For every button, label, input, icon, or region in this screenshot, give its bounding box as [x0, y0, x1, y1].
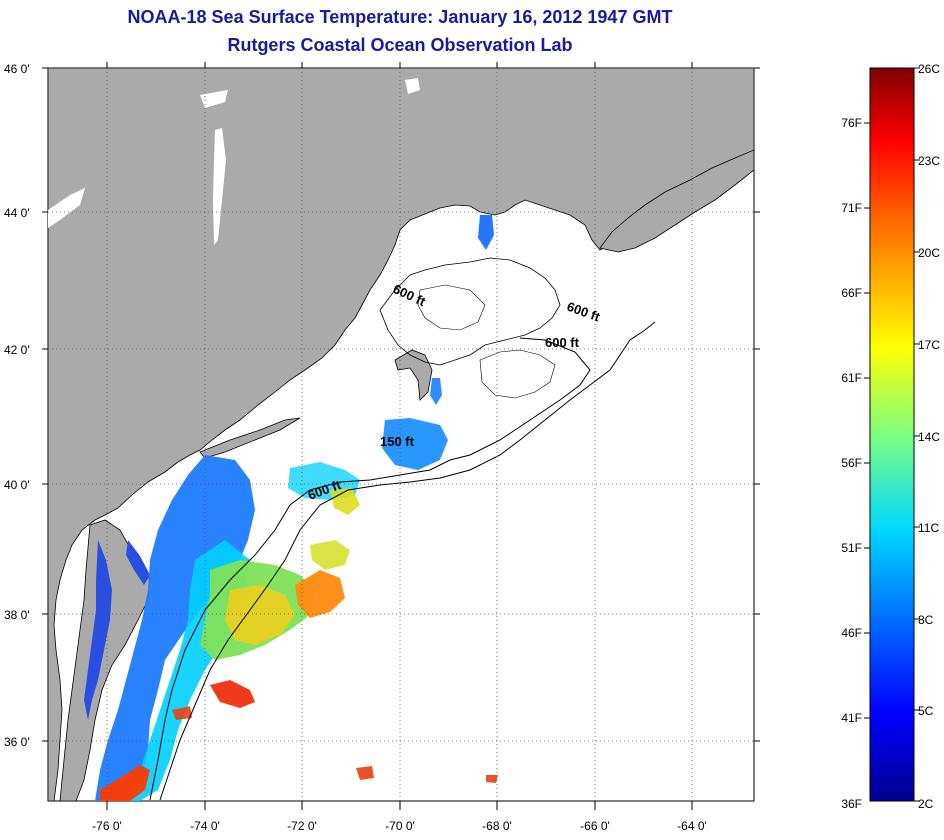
cb-f-76: 76F	[841, 116, 862, 130]
contour-georges	[479, 349, 556, 399]
sst-red-southern	[100, 765, 150, 801]
sst-gulfmaine-blue	[478, 215, 494, 250]
cb-f-61: 61F	[841, 371, 862, 385]
contour-150ft	[149, 337, 591, 801]
lat-label-46: 46 0'	[4, 62, 30, 76]
map-title: NOAA-18 Sea Surface Temperature: January…	[127, 7, 673, 27]
land-mainland	[48, 68, 754, 801]
lon-label-76: -76 0'	[92, 819, 122, 833]
lake-champlain	[213, 128, 226, 245]
cb-f-41: 41F	[841, 711, 862, 725]
land-nova-scotia	[599, 149, 754, 253]
lat-label-42: 42 0'	[4, 343, 30, 357]
contour-label-600-east: 600 ft	[545, 335, 580, 350]
delaware-bay	[126, 540, 150, 585]
sst-georges-blue	[382, 418, 448, 470]
chesapeake-bay	[84, 540, 112, 720]
cb-f-66: 66F	[841, 286, 862, 300]
sst-offshore-red	[356, 766, 374, 780]
lon-label-66: -66 0'	[580, 819, 610, 833]
cb-f-56: 56F	[841, 456, 862, 470]
cb-c-23: 23C	[918, 154, 940, 168]
lon-label-74: -74 0'	[190, 819, 220, 833]
lat-lon-grid	[48, 68, 754, 801]
sst-orange-eddy	[295, 570, 345, 618]
lon-label-70: -70 0'	[385, 819, 415, 833]
cb-f-46: 46F	[841, 626, 862, 640]
colorbar-gradient	[869, 67, 915, 802]
lat-label-44: 44 0'	[4, 206, 30, 220]
contour-gulf-maine	[379, 257, 561, 366]
lon-label-72: -72 0'	[287, 819, 317, 833]
sst-red-patch	[210, 680, 255, 708]
contour-inner	[417, 284, 486, 331]
lat-label-38: 38 0'	[4, 608, 30, 622]
cb-c-14: 14C	[918, 430, 940, 444]
lake-small-2	[405, 78, 420, 94]
cb-c-5: 5C	[918, 704, 934, 718]
sst-cape-blue	[430, 378, 442, 405]
sst-yellow-shelf	[330, 488, 360, 515]
cb-c-2: 2C	[918, 797, 934, 811]
sst-offshore-red-2	[486, 775, 498, 783]
lon-label-68: -68 0'	[482, 819, 512, 833]
cb-c-26: 26C	[918, 62, 940, 76]
cb-f-36: 36F	[841, 797, 862, 811]
sst-offshore-red-3	[172, 706, 192, 720]
lat-label-36: 36 0'	[4, 735, 30, 749]
lake-ontario-edge	[48, 188, 85, 228]
land-cape-cod	[394, 349, 433, 401]
lon-label-64: -64 0'	[677, 819, 707, 833]
sst-yellow-north	[310, 540, 350, 570]
sst-coastal-band	[95, 455, 255, 801]
contour-label-150: 150 ft	[380, 434, 415, 449]
cb-c-11: 11C	[918, 521, 939, 535]
colorbar: 76F 71F 66F 61F 56F 51F 46F 41F 36F 26C …	[841, 62, 940, 811]
map-subtitle: Rutgers Coastal Ocean Observation Lab	[227, 35, 573, 55]
land-long-island	[199, 417, 301, 459]
cb-f-71: 71F	[841, 201, 862, 215]
map-panel: 46 0' 44 0' 42 0' 40 0' 38 0' 36 0' -76 …	[4, 62, 760, 833]
cb-f-51: 51F	[841, 541, 862, 555]
contour-600ft	[159, 321, 656, 801]
lake-small	[200, 90, 228, 108]
cb-c-8: 8C	[918, 613, 934, 627]
cb-c-17: 17C	[918, 338, 940, 352]
lat-label-40: 40 0'	[4, 478, 30, 492]
cb-c-20: 20C	[918, 246, 940, 260]
sst-yellow-patch	[225, 585, 295, 645]
axis-ticks	[42, 62, 760, 810]
